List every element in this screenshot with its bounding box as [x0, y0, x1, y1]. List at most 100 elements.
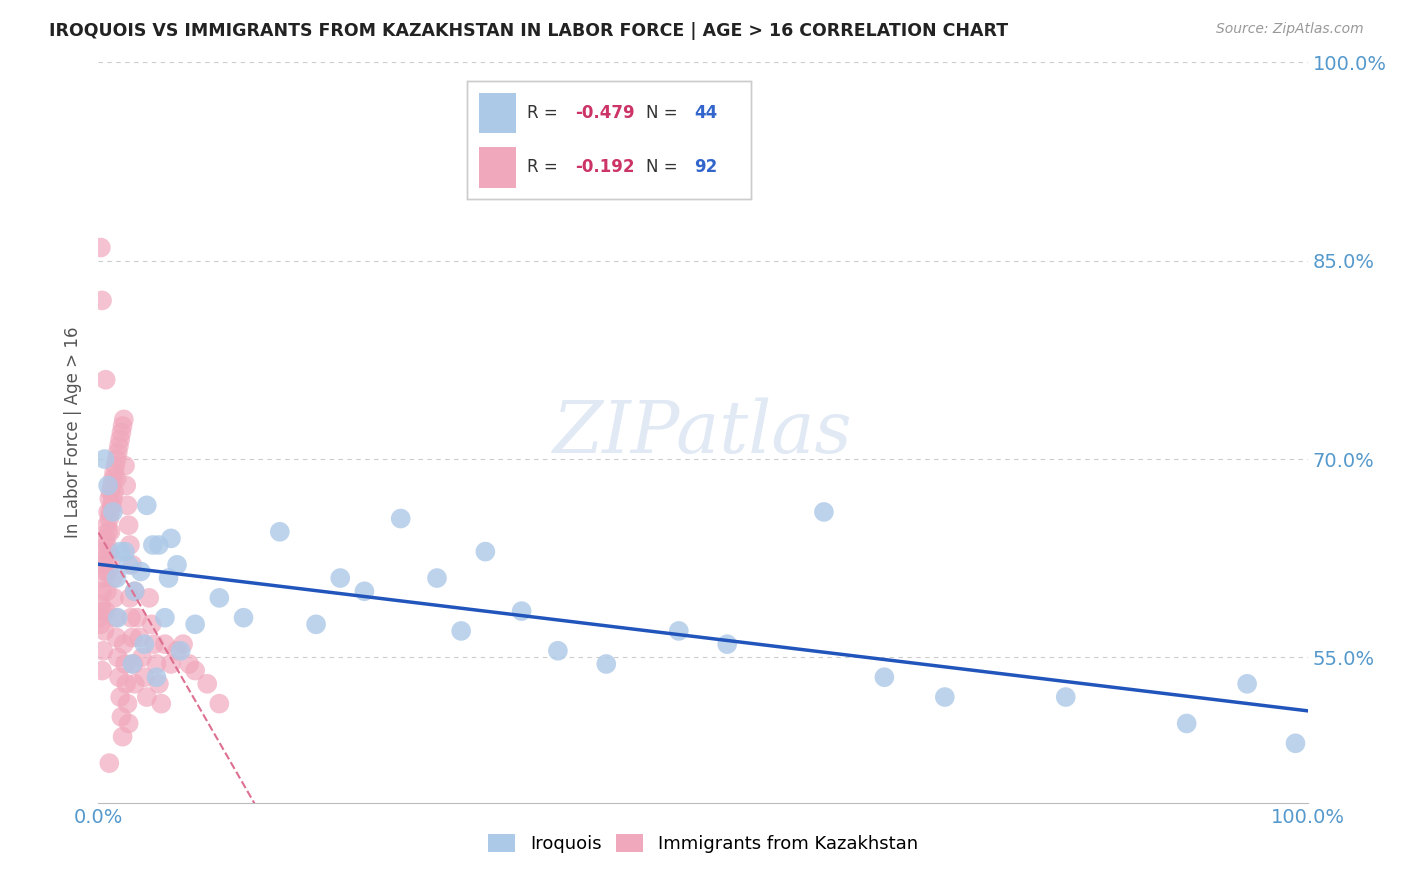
Immigrants from Kazakhstan	[208, 697, 231, 711]
Immigrants from Kazakhstan	[124, 677, 146, 691]
Iroquois	[129, 565, 152, 579]
Immigrants from Kazakhstan	[93, 544, 115, 558]
Iroquois	[108, 544, 131, 558]
Immigrants from Kazakhstan	[117, 697, 139, 711]
Immigrants from Kazakhstan	[90, 240, 112, 255]
Immigrants from Kazakhstan	[141, 617, 163, 632]
Iroquois	[873, 670, 896, 684]
Immigrants from Kazakhstan	[195, 677, 218, 691]
Iroquois	[329, 571, 352, 585]
Immigrants from Kazakhstan	[166, 644, 188, 658]
Iroquois	[510, 604, 533, 618]
Immigrants from Kazakhstan	[172, 637, 194, 651]
Immigrants from Kazakhstan	[91, 558, 114, 572]
Immigrants from Kazakhstan	[93, 624, 115, 638]
Immigrants from Kazakhstan	[143, 637, 166, 651]
Iroquois	[1054, 690, 1077, 704]
Immigrants from Kazakhstan	[100, 505, 122, 519]
Immigrants from Kazakhstan	[115, 478, 138, 492]
Immigrants from Kazakhstan	[100, 524, 122, 539]
Immigrants from Kazakhstan	[94, 551, 117, 566]
Immigrants from Kazakhstan	[153, 637, 176, 651]
Immigrants from Kazakhstan	[148, 677, 170, 691]
Immigrants from Kazakhstan	[105, 472, 128, 486]
Immigrants from Kazakhstan	[91, 644, 114, 658]
Immigrants from Kazakhstan	[104, 458, 127, 473]
Immigrants from Kazakhstan	[103, 465, 125, 479]
Iroquois	[142, 538, 165, 552]
Immigrants from Kazakhstan	[101, 491, 124, 506]
Immigrants from Kazakhstan	[112, 412, 135, 426]
Iroquois	[595, 657, 617, 671]
Immigrants from Kazakhstan	[97, 565, 120, 579]
Iroquois	[97, 478, 120, 492]
Immigrants from Kazakhstan	[122, 657, 145, 671]
Iroquois	[934, 690, 956, 704]
Immigrants from Kazakhstan	[111, 419, 134, 434]
Immigrants from Kazakhstan	[114, 657, 136, 671]
Immigrants from Kazakhstan	[124, 584, 146, 599]
Immigrants from Kazakhstan	[114, 458, 136, 473]
Immigrants from Kazakhstan	[96, 538, 118, 552]
Immigrants from Kazakhstan	[134, 670, 156, 684]
Immigrants from Kazakhstan	[112, 637, 135, 651]
Immigrants from Kazakhstan	[108, 690, 131, 704]
Immigrants from Kazakhstan	[101, 571, 124, 585]
Immigrants from Kazakhstan	[91, 604, 114, 618]
Iroquois	[160, 532, 183, 546]
Immigrants from Kazakhstan	[98, 544, 121, 558]
Immigrants from Kazakhstan	[118, 538, 141, 552]
Immigrants from Kazakhstan	[160, 657, 183, 671]
Immigrants from Kazakhstan	[107, 650, 129, 665]
Immigrants from Kazakhstan	[96, 584, 118, 599]
Iroquois	[148, 538, 170, 552]
Immigrants from Kazakhstan	[108, 670, 131, 684]
Text: IROQUOIS VS IMMIGRANTS FROM KAZAKHSTAN IN LABOR FORCE | AGE > 16 CORRELATION CHA: IROQUOIS VS IMMIGRANTS FROM KAZAKHSTAN I…	[49, 22, 1008, 40]
Immigrants from Kazakhstan	[91, 293, 114, 308]
Iroquois	[269, 524, 291, 539]
Iroquois	[1236, 677, 1258, 691]
Iroquois	[145, 670, 167, 684]
Immigrants from Kazakhstan	[101, 472, 124, 486]
Immigrants from Kazakhstan	[115, 677, 138, 691]
Immigrants from Kazakhstan	[90, 617, 112, 632]
Immigrants from Kazakhstan	[111, 730, 134, 744]
Immigrants from Kazakhstan	[179, 657, 201, 671]
Immigrants from Kazakhstan	[98, 756, 121, 771]
Immigrants from Kazakhstan	[110, 710, 132, 724]
Immigrants from Kazakhstan	[135, 690, 157, 704]
Immigrants from Kazakhstan	[150, 697, 173, 711]
Iroquois	[121, 657, 143, 671]
Iroquois	[107, 611, 129, 625]
Iroquois	[114, 544, 136, 558]
Immigrants from Kazakhstan	[118, 716, 141, 731]
Immigrants from Kazakhstan	[91, 664, 114, 678]
Immigrants from Kazakhstan	[89, 611, 111, 625]
Iroquois	[305, 617, 328, 632]
Immigrants from Kazakhstan	[93, 565, 115, 579]
Immigrants from Kazakhstan	[108, 432, 131, 446]
Iroquois	[93, 452, 115, 467]
Immigrants from Kazakhstan	[118, 591, 141, 605]
Iroquois	[184, 617, 207, 632]
Immigrants from Kazakhstan	[127, 611, 149, 625]
Immigrants from Kazakhstan	[120, 611, 142, 625]
Immigrants from Kazakhstan	[103, 485, 125, 500]
Iroquois	[134, 637, 156, 651]
Immigrants from Kazakhstan	[98, 511, 121, 525]
Immigrants from Kazakhstan	[118, 518, 141, 533]
Immigrants from Kazakhstan	[128, 631, 150, 645]
Immigrants from Kazakhstan	[117, 499, 139, 513]
Iroquois	[353, 584, 375, 599]
Immigrants from Kazakhstan	[121, 631, 143, 645]
Immigrants from Kazakhstan	[105, 452, 128, 467]
Immigrants from Kazakhstan	[100, 485, 122, 500]
Immigrants from Kazakhstan	[97, 524, 120, 539]
Legend: Iroquois, Immigrants from Kazakhstan: Iroquois, Immigrants from Kazakhstan	[481, 827, 925, 861]
Iroquois	[118, 558, 141, 572]
Immigrants from Kazakhstan	[100, 551, 122, 566]
Iroquois	[232, 611, 254, 625]
Iroquois	[105, 571, 128, 585]
Iroquois	[813, 505, 835, 519]
Immigrants from Kazakhstan	[94, 604, 117, 618]
